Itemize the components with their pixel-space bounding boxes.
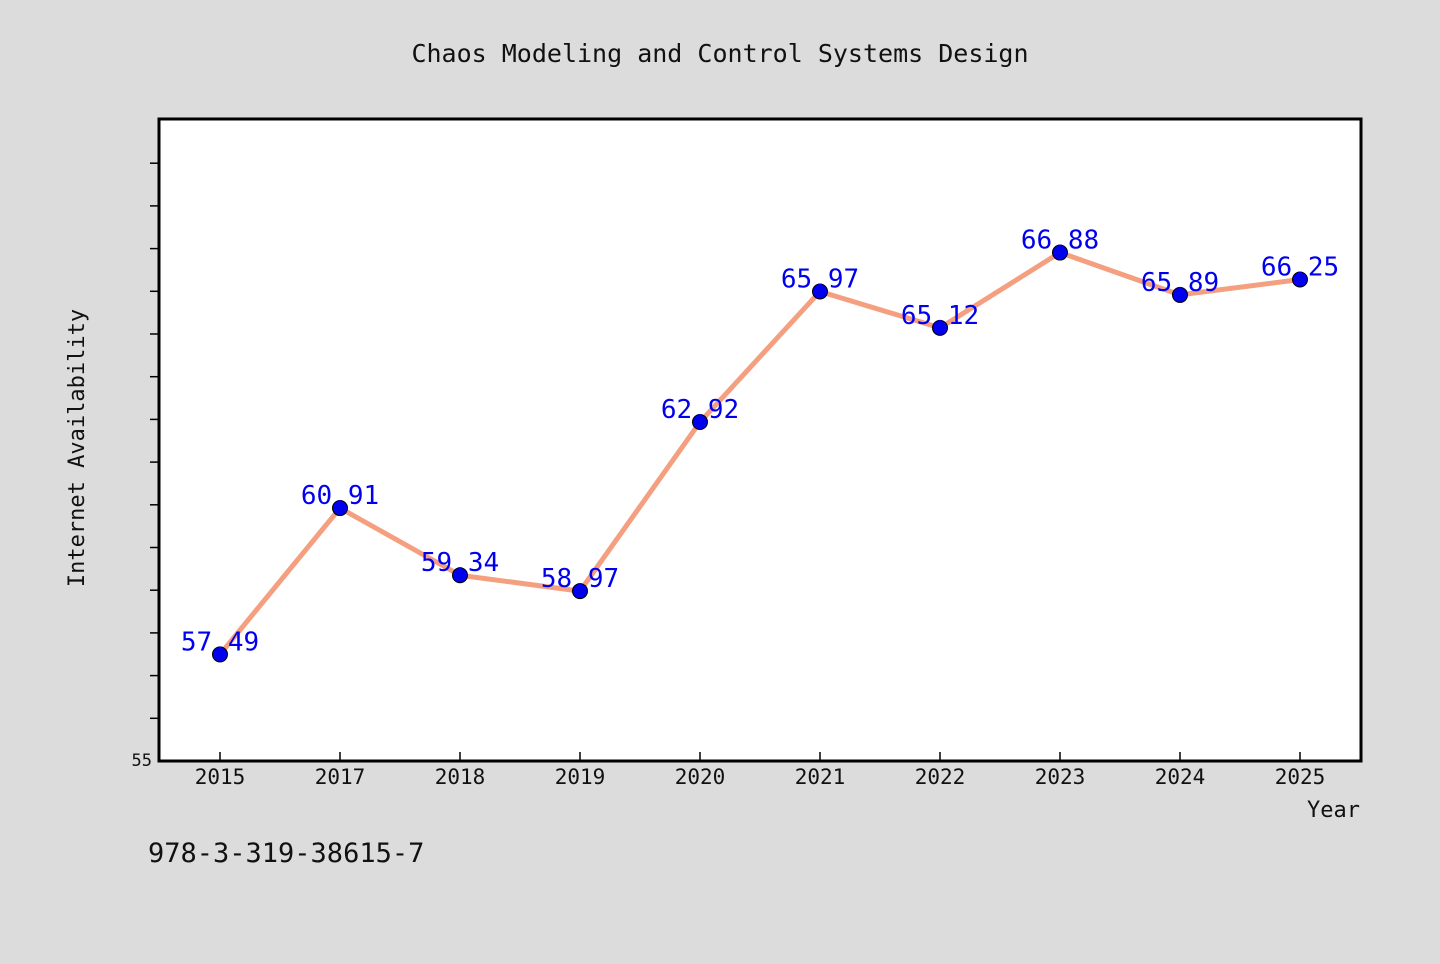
isbn-text: 978-3-319-38615-7 bbox=[148, 838, 424, 869]
y-axis-ticks bbox=[150, 162, 159, 720]
data-label: 66.88 bbox=[1021, 226, 1099, 256]
series-markers bbox=[212, 244, 1308, 663]
data-label: 62.92 bbox=[661, 395, 739, 425]
x-axis-tick-labels: 2015 2017 2018 2019 2020 2021 2022 2023 2024 2025 bbox=[195, 752, 1326, 789]
x-tick-label: 2019 bbox=[555, 765, 606, 789]
data-point-marker bbox=[572, 583, 588, 600]
data-label: 59.34 bbox=[421, 548, 499, 578]
x-tick-label: 2023 bbox=[1035, 765, 1086, 789]
data-point-marker bbox=[812, 283, 828, 300]
x-tick-label: 2021 bbox=[795, 765, 846, 789]
y-axis-label: Internet Availability bbox=[65, 309, 90, 587]
data-label: 60.91 bbox=[301, 481, 379, 511]
data-label: 65.12 bbox=[901, 301, 979, 331]
plot-area bbox=[157, 117, 1363, 763]
data-point-marker bbox=[932, 319, 948, 336]
data-point-marker bbox=[452, 567, 468, 584]
data-point-marker bbox=[212, 646, 228, 663]
x-tick-label: 2020 bbox=[675, 765, 726, 789]
data-label: 65.89 bbox=[1141, 268, 1219, 298]
x-tick-label: 2017 bbox=[315, 765, 366, 789]
series-line bbox=[218, 250, 1301, 657]
data-label: 66.25 bbox=[1261, 253, 1339, 283]
data-point-marker bbox=[332, 500, 348, 517]
x-tick-label: 2015 bbox=[195, 765, 246, 789]
data-point-marker bbox=[692, 414, 708, 431]
data-labels: 57.49 60.91 59.34 58.97 62.92 65.97 65.12 66.88… bbox=[181, 226, 1339, 658]
x-tick-label: 2022 bbox=[915, 765, 966, 789]
data-point-marker bbox=[1292, 271, 1308, 288]
x-tick-label: 2018 bbox=[435, 765, 486, 789]
x-axis-label: Year bbox=[1307, 798, 1360, 823]
data-point-marker bbox=[1052, 244, 1068, 261]
data-point-marker bbox=[1172, 286, 1188, 303]
data-label: 57.49 bbox=[181, 627, 259, 657]
y-tick-label-55: 55 bbox=[132, 751, 152, 771]
x-tick-label: 2024 bbox=[1155, 765, 1206, 789]
x-tick-label: 2025 bbox=[1275, 765, 1326, 789]
data-label: 65.97 bbox=[781, 264, 859, 294]
chart-title: Chaos Modeling and Control Systems Desig… bbox=[411, 39, 1028, 68]
data-label: 58.97 bbox=[541, 564, 619, 594]
